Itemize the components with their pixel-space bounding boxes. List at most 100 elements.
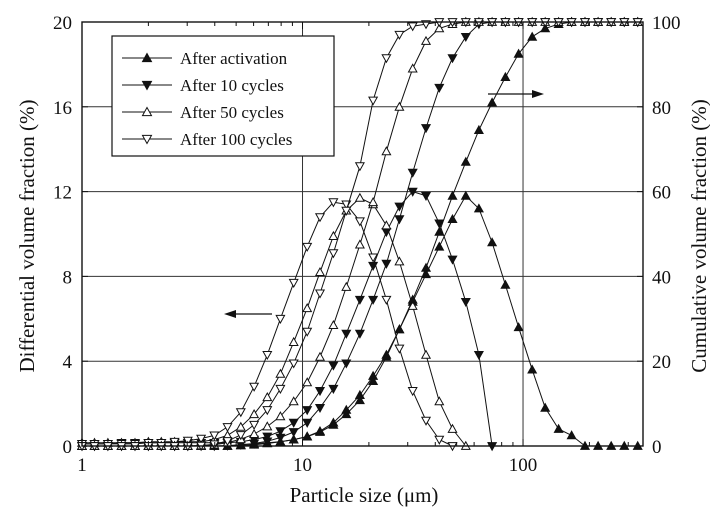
data-point-marker — [222, 423, 233, 433]
data-point-marker — [553, 423, 564, 433]
data-point-marker — [249, 420, 260, 431]
data-point-marker — [354, 394, 365, 405]
data-point-marker — [447, 54, 458, 64]
y-left-tick-label: 0 — [63, 437, 73, 458]
data-point-marker — [394, 256, 405, 266]
data-point-marker — [527, 31, 538, 41]
data-point-marker — [513, 322, 524, 332]
data-point-marker — [420, 416, 432, 426]
data-point-marker — [407, 63, 418, 73]
data-point-marker — [288, 278, 299, 289]
data-point-marker — [447, 213, 458, 223]
data-point-marker — [473, 203, 484, 213]
data-point-marker — [447, 423, 458, 433]
data-point-marker — [141, 106, 153, 117]
data-point-marker — [288, 396, 299, 406]
data-point-marker — [302, 327, 313, 337]
data-point-marker — [249, 428, 260, 438]
data-point-marker — [407, 300, 418, 310]
data-point-marker — [407, 168, 418, 178]
data-point-marker — [394, 101, 405, 111]
data-point-marker — [275, 384, 286, 395]
data-point-marker — [434, 226, 445, 236]
data-point-marker — [354, 217, 365, 227]
data-point-marker — [141, 80, 153, 91]
data-point-marker — [394, 215, 405, 225]
data-point-marker — [460, 156, 471, 166]
data-point-marker — [368, 295, 379, 305]
data-point-marker — [394, 324, 405, 334]
annotation-layer — [224, 90, 544, 318]
y-right-tick-label: 80 — [652, 98, 671, 119]
y-right-tick-label: 20 — [652, 352, 671, 373]
data-point-marker — [354, 192, 365, 202]
data-point-marker — [288, 359, 299, 369]
data-point-marker — [288, 428, 299, 438]
data-point-marker — [460, 190, 471, 200]
data-point-marker — [354, 295, 365, 305]
data-point-marker — [354, 162, 365, 172]
data-point-marker — [314, 289, 326, 299]
data-point-marker — [368, 253, 379, 263]
y-right-tick-label: 100 — [652, 13, 681, 34]
data-point-marker — [447, 190, 458, 200]
data-point-marker — [460, 298, 471, 308]
x-tick-label: 100 — [509, 455, 538, 476]
data-point-marker — [540, 402, 551, 412]
data-point-marker — [434, 241, 445, 251]
data-point-marker — [222, 437, 233, 447]
legend-item: After 100 cycles — [122, 130, 292, 149]
data-point-marker — [275, 433, 286, 443]
data-point-marker — [354, 239, 365, 249]
data-point-marker — [314, 213, 326, 223]
series-line — [82, 191, 493, 447]
data-point-marker — [407, 22, 418, 32]
data-point-marker — [141, 52, 153, 63]
data-point-marker — [262, 421, 273, 431]
y-right-tick-label: 40 — [652, 267, 671, 288]
data-point-marker — [328, 249, 339, 259]
plot-frame — [81, 21, 644, 447]
data-point-marker — [141, 134, 153, 145]
series-differential — [76, 192, 471, 450]
x-axis-title: Particle size (μm) — [290, 483, 439, 507]
series-line — [82, 194, 638, 447]
data-point-marker — [394, 30, 405, 40]
left-axis-arrowhead — [224, 310, 236, 318]
data-point-marker — [314, 404, 326, 414]
data-point-marker — [434, 219, 445, 229]
data-point-marker — [262, 351, 273, 361]
data-point-marker — [302, 242, 313, 252]
data-point-marker — [249, 408, 260, 419]
data-point-marker — [314, 426, 326, 436]
legend-item: After activation — [122, 49, 288, 68]
data-point-marker — [447, 255, 458, 265]
data-point-marker — [407, 294, 418, 304]
data-point-marker — [381, 259, 392, 269]
data-point-marker — [513, 48, 524, 58]
data-point-marker — [381, 54, 392, 64]
data-point-marker — [302, 377, 313, 387]
x-tick-label: 10 — [293, 455, 312, 476]
data-point-marker — [341, 329, 352, 339]
y-axis-title-right: Cumulative volume fraction (%) — [687, 99, 710, 373]
data-point-marker — [314, 351, 326, 361]
data-point-marker — [434, 435, 445, 445]
data-point-marker — [249, 382, 260, 392]
data-point-marker — [381, 351, 392, 361]
data-point-marker — [394, 344, 405, 354]
data-point-marker — [566, 430, 577, 440]
data-point-marker — [540, 23, 551, 33]
data-point-marker — [288, 336, 299, 346]
legend: After activation After 10 cycles After 50… — [111, 35, 335, 157]
y-right-tick-label: 60 — [652, 183, 671, 204]
data-point-marker — [328, 384, 339, 395]
data-point-marker — [235, 431, 246, 441]
data-point-marker — [262, 437, 273, 447]
x-tick-label: 1 — [77, 455, 87, 476]
data-point-marker — [381, 146, 392, 156]
data-point-marker — [407, 387, 418, 397]
data-point-marker — [314, 387, 326, 397]
data-point-marker — [368, 375, 379, 385]
data-point-marker — [249, 439, 260, 449]
